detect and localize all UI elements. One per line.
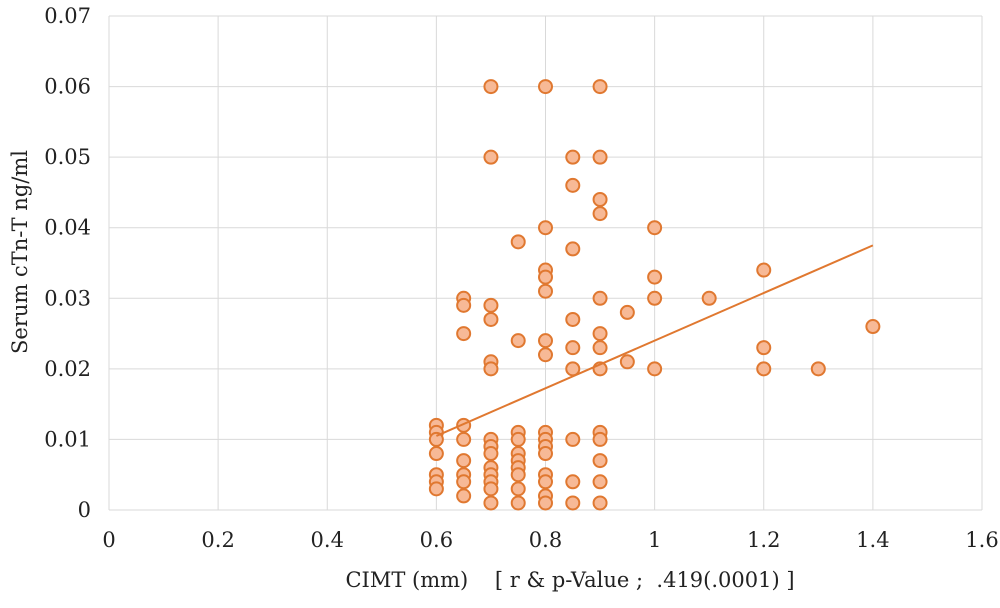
y-tick-label: 0.07 [44,4,91,28]
x-tick-label: 0.2 [201,528,234,552]
data-point [483,297,499,313]
data-point [456,326,472,342]
data-point [483,311,499,327]
data-point [538,333,553,349]
data-point [647,361,663,377]
data-point [756,361,772,377]
data-point [538,495,553,511]
data-point [483,149,499,165]
data-point [428,446,444,462]
data-point [483,495,499,511]
data-point [428,481,444,497]
data-point [483,481,499,497]
data-point [592,326,608,342]
trendline [435,244,874,437]
y-tick-label: 0.06 [44,75,91,99]
data-points [428,79,881,511]
data-point [592,191,608,207]
data-point [565,340,581,356]
y-tick-label: 0.03 [44,286,91,310]
x-tick-label: 0 [102,528,115,552]
data-point [592,495,608,511]
data-point [565,431,581,447]
data-point [565,474,581,490]
data-point [538,283,553,299]
data-point [510,495,526,511]
data-point [701,290,717,306]
data-point [865,319,881,335]
data-point [810,361,826,377]
data-point [647,269,663,285]
data-point [756,262,772,278]
data-point [538,269,553,285]
x-tick-label: 0.4 [311,528,344,552]
y-tick-label: 0.01 [44,427,91,451]
data-point [456,297,472,313]
y-tick-label: 0.02 [44,357,91,381]
y-tick-label: 0 [78,498,91,522]
x-tick-labels: 0 0.2 0.4 0.6 0.8 1 1.2 1.4 1.6 [102,528,998,552]
data-point [538,347,553,363]
y-axis-title: Serum cTn-T ng/ml [8,150,32,354]
x-tick-label: 0.8 [529,528,562,552]
x-tick-label: 1.2 [747,528,780,552]
data-point [647,220,663,236]
data-point [483,361,499,377]
y-tick-labels: 0 0.01 0.02 0.03 0.04 0.05 0.06 0.07 [44,4,91,522]
data-point [565,495,581,511]
data-point [592,79,608,95]
data-point [538,446,553,462]
data-point [565,149,581,165]
data-point [756,340,772,356]
data-point [592,149,608,165]
data-point [483,446,499,462]
data-point [592,431,608,447]
data-point [592,340,608,356]
data-point [619,354,635,370]
x-tick-label: 1.6 [965,528,998,552]
data-point [592,474,608,490]
data-point [510,467,526,483]
data-point [456,453,472,469]
data-point [456,474,472,490]
data-point [619,304,635,320]
x-tick-label: 1.4 [856,528,889,552]
data-point [538,79,553,95]
y-tick-label: 0.05 [44,145,91,169]
x-axis-title: CIMT (mm) [ r & p-Value ; .419(.0001) ] [345,568,794,592]
data-point [510,234,526,250]
data-point [538,474,553,490]
x-tick-label: 1 [648,528,661,552]
data-point [510,333,526,349]
data-point [592,453,608,469]
data-point [428,431,444,447]
data-point [483,79,499,95]
y-tick-label: 0.04 [44,216,91,240]
data-point [456,488,472,504]
data-point [510,431,526,447]
data-point [592,206,608,222]
x-tick-label: 0.6 [420,528,453,552]
data-point [565,177,581,193]
data-point [538,220,553,236]
data-point [565,311,581,327]
data-point [592,290,608,306]
trendline-layer [435,244,874,437]
data-point [565,241,581,257]
data-point [647,290,663,306]
data-point [456,431,472,447]
data-point [510,481,526,497]
